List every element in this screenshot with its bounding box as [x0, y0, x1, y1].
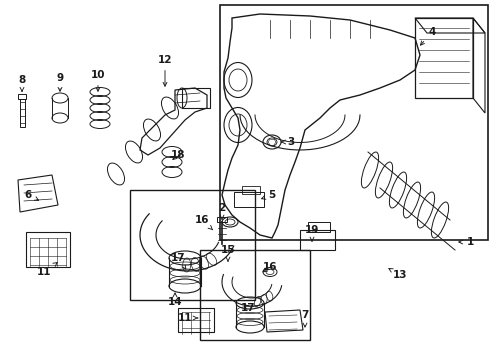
- Bar: [20, 99, 25, 127]
- Text: 2: 2: [219, 203, 225, 219]
- Bar: [217, 217, 227, 222]
- Text: 18: 18: [171, 150, 185, 160]
- Text: 8: 8: [19, 75, 25, 91]
- Bar: [300, 230, 335, 250]
- Bar: [220, 5, 488, 240]
- Text: 10: 10: [91, 70, 105, 91]
- Text: 5: 5: [262, 190, 275, 200]
- Text: 17: 17: [171, 253, 186, 269]
- Bar: [200, 250, 310, 340]
- Text: 15: 15: [221, 245, 235, 261]
- Bar: [18, 94, 26, 99]
- Bar: [130, 190, 255, 300]
- Text: 17: 17: [241, 303, 255, 313]
- Text: 11: 11: [178, 313, 198, 323]
- Bar: [234, 192, 264, 207]
- Text: 3: 3: [282, 137, 294, 147]
- Text: 16: 16: [263, 262, 277, 272]
- Text: 19: 19: [305, 225, 319, 241]
- Text: 11: 11: [37, 262, 57, 277]
- Bar: [308, 222, 330, 232]
- Bar: [178, 308, 214, 332]
- Text: 14: 14: [168, 293, 182, 307]
- Bar: [242, 186, 260, 194]
- Text: 13: 13: [389, 269, 407, 280]
- Bar: [415, 18, 473, 98]
- Text: 4: 4: [420, 27, 436, 45]
- Text: 1: 1: [459, 237, 474, 247]
- Text: 6: 6: [24, 190, 39, 200]
- Text: 16: 16: [195, 215, 213, 230]
- Text: 12: 12: [158, 55, 172, 86]
- Bar: [26, 232, 70, 267]
- Text: 7: 7: [301, 310, 309, 327]
- Bar: [182, 88, 210, 108]
- Text: 9: 9: [56, 73, 64, 91]
